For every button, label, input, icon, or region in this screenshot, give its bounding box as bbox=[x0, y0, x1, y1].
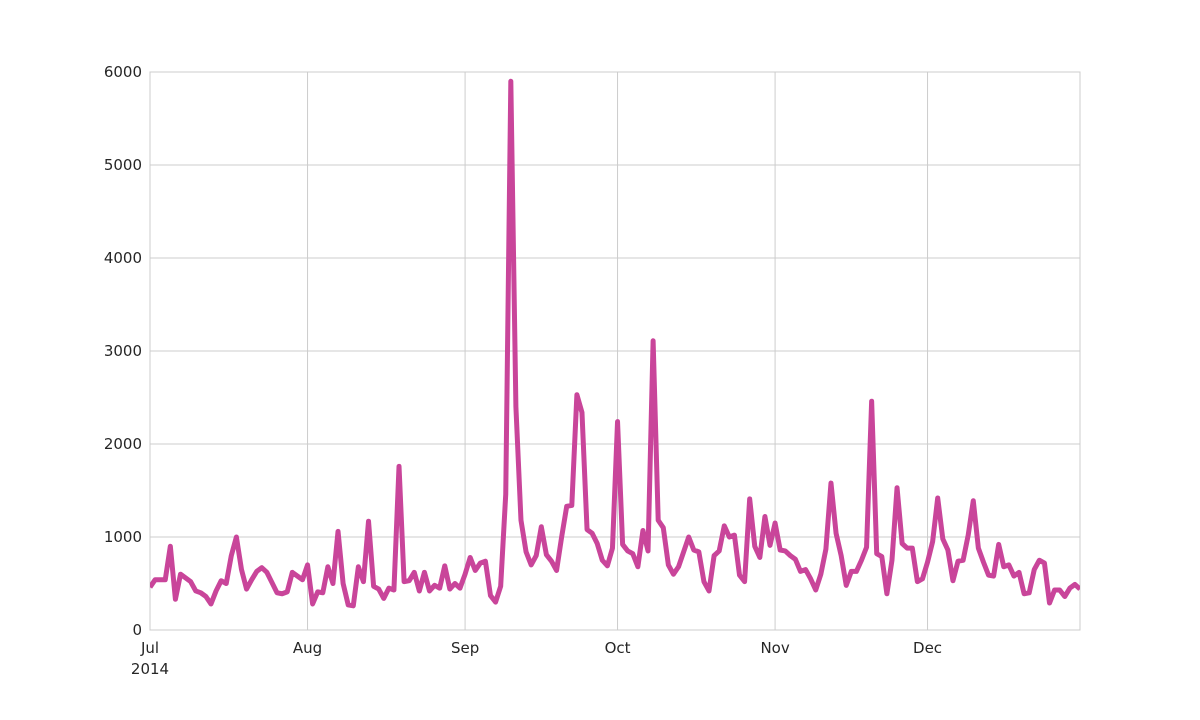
x-tick-label: Sep bbox=[451, 639, 479, 657]
y-tick-label: 0 bbox=[132, 621, 142, 639]
x-tick-label: Jul bbox=[140, 639, 159, 657]
series-group bbox=[150, 78, 1080, 609]
x-tick-label: Nov bbox=[760, 639, 789, 657]
y-axis: 0 1000 2000 3000 4000 5000 6000 bbox=[104, 63, 142, 639]
y-tick-label: 6000 bbox=[104, 63, 142, 81]
x-tick-label: Aug bbox=[293, 639, 322, 657]
y-tick-label: 5000 bbox=[104, 156, 142, 174]
y-tick-label: 3000 bbox=[104, 342, 142, 360]
x-tick-label: Oct bbox=[605, 639, 631, 657]
y-tick-label: 2000 bbox=[104, 435, 142, 453]
y-tick-label: 1000 bbox=[104, 528, 142, 546]
x-axis: Jul 2014 Aug Sep Oct Nov Dec bbox=[131, 639, 942, 678]
plot-frame bbox=[149, 71, 1081, 631]
series-line bbox=[150, 78, 1080, 609]
x-tick-label: Dec bbox=[913, 639, 942, 657]
y-tick-label: 4000 bbox=[104, 249, 142, 267]
x-tick-year-label: 2014 bbox=[131, 660, 169, 678]
